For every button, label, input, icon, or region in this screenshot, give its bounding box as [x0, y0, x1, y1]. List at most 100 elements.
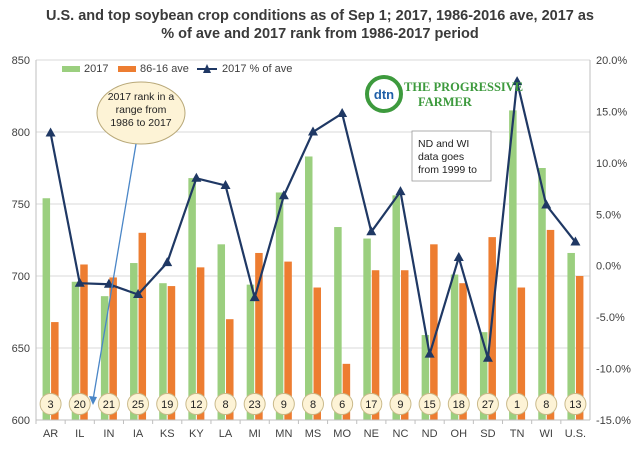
percent-of-ave-marker	[308, 126, 318, 136]
logo-brand: dtn	[374, 87, 394, 102]
rank-note-callout	[96, 81, 186, 145]
y-right-tick-label: -15.0%	[596, 415, 631, 427]
percent-of-ave-marker	[337, 107, 348, 117]
title-line: U.S. and top soybean crop conditions as …	[46, 8, 594, 24]
rank-labels: 3 20 21 25 19 12 8 23 9 8 6 17 9 15 18 27 1 8 13	[39, 393, 587, 415]
bar-86-16-ave	[138, 232, 147, 420]
x-tick-label: IL	[75, 428, 84, 440]
nd-wi-note-line: ND and WI	[418, 138, 469, 150]
title-line: % of ave and 2017 rank from 1986-2017 pe…	[161, 26, 479, 42]
rank-label: 27	[482, 399, 494, 411]
x-tick-label: KY	[189, 428, 204, 440]
rank-badge	[476, 393, 499, 415]
percent-line	[45, 76, 581, 362]
bar-2017	[275, 192, 284, 420]
rank-label: 25	[132, 399, 144, 411]
y-left-tick-label: 600	[12, 415, 30, 427]
rank-badge	[360, 393, 383, 415]
bar-2017	[509, 110, 517, 421]
rank-badge	[535, 393, 558, 415]
percent-of-ave-marker	[512, 76, 523, 86]
rank-badge	[156, 393, 179, 415]
bar-86-16-ave	[342, 363, 351, 420]
rank-badge	[272, 393, 295, 415]
bar-2017	[71, 281, 80, 420]
bar-86-16-ave	[284, 261, 292, 420]
nd-wi-note-line: data goes	[418, 151, 464, 163]
rank-badge	[564, 393, 587, 415]
rank-note-line: 1986 to 2017	[110, 117, 171, 129]
rank-label: 1	[514, 399, 520, 411]
bar-86-16-ave	[255, 252, 263, 420]
rank-label: 19	[161, 399, 173, 411]
percent-of-ave-marker	[162, 257, 173, 267]
rank-label: 9	[397, 399, 403, 411]
logo-name-line2: FARMER	[418, 95, 473, 109]
x-tick-label: IN	[103, 428, 114, 440]
percent-of-ave-marker	[541, 199, 552, 209]
bar-86-16-ave	[459, 283, 467, 420]
rank-note-arrow	[92, 143, 137, 401]
bar-86-16-ave	[196, 267, 205, 420]
x-tick-label: ND	[422, 428, 438, 440]
y-left-tick-label: 750	[12, 199, 30, 211]
rank-badge	[331, 393, 354, 415]
bar-86-16-ave	[226, 319, 234, 420]
rank-label: 18	[453, 399, 465, 411]
bar-2017	[567, 252, 575, 420]
bar-86-16-ave	[371, 270, 380, 420]
rank-label: 21	[103, 399, 115, 411]
bar-2017	[479, 332, 488, 420]
bar-86-16-ave	[51, 322, 59, 420]
y-right-tick-label: -10.0%	[596, 364, 631, 376]
bar-86-16-ave	[167, 286, 176, 420]
x-tick-label: TN	[510, 428, 525, 440]
bar-2017	[42, 198, 51, 420]
x-tick-label: OH	[451, 428, 468, 440]
x-tick-label: NC	[393, 428, 409, 440]
x-tick-label: MO	[333, 428, 351, 440]
axes: 600 650 700 750 800 850 -15.0% -10.0% -5.0% 0.0% 5…	[12, 55, 631, 440]
legend-marker-percent	[203, 64, 211, 73]
percent-of-ave-marker	[103, 278, 114, 288]
y-left-tick-label: 700	[12, 271, 30, 283]
y-right-tick-label: 10.0%	[596, 158, 627, 170]
logo-name-line1: THE PROGRESSIVE	[404, 80, 523, 94]
bar-2017	[188, 178, 196, 420]
rank-label: 8	[222, 399, 228, 411]
y-right-tick-label: 5.0%	[596, 209, 621, 221]
rank-note-line: 2017 rank in a	[108, 91, 175, 103]
rank-badge	[214, 393, 237, 415]
x-tick-label: NE	[364, 428, 379, 440]
percent-of-ave-marker	[453, 251, 464, 261]
bar-2017	[450, 274, 459, 420]
y-left-tick-label: 800	[12, 127, 30, 139]
rank-badge	[97, 393, 120, 415]
y-left-tick-label: 650	[12, 343, 30, 355]
logo-ring	[365, 75, 403, 113]
percent-of-ave-marker	[395, 186, 406, 196]
rank-label: 23	[249, 399, 261, 411]
y-left-tick-label: 850	[12, 55, 30, 67]
bar-2017	[421, 335, 430, 420]
bar-86-16-ave	[80, 264, 88, 420]
legend: 2017 86-16 ave 2017 % of ave	[62, 63, 292, 75]
rank-label: 9	[281, 399, 287, 411]
bar-2017	[246, 284, 255, 420]
x-tick-label: KS	[160, 428, 175, 440]
x-tick-label: IA	[133, 428, 144, 440]
rank-badge	[447, 393, 470, 415]
rank-label: 20	[74, 399, 86, 411]
rank-badge	[243, 393, 266, 415]
y-right-tick-label: 20.0%	[596, 55, 627, 67]
percent-of-ave-marker	[278, 190, 289, 200]
percent-of-ave-marker	[482, 352, 493, 362]
bar-2017	[392, 195, 400, 420]
percent-of-ave-marker	[191, 172, 202, 182]
percent-of-ave-marker	[570, 236, 581, 246]
y-right-tick-label: -5.0%	[596, 312, 625, 324]
rank-badge	[127, 393, 150, 415]
rank-label: 8	[310, 399, 316, 411]
